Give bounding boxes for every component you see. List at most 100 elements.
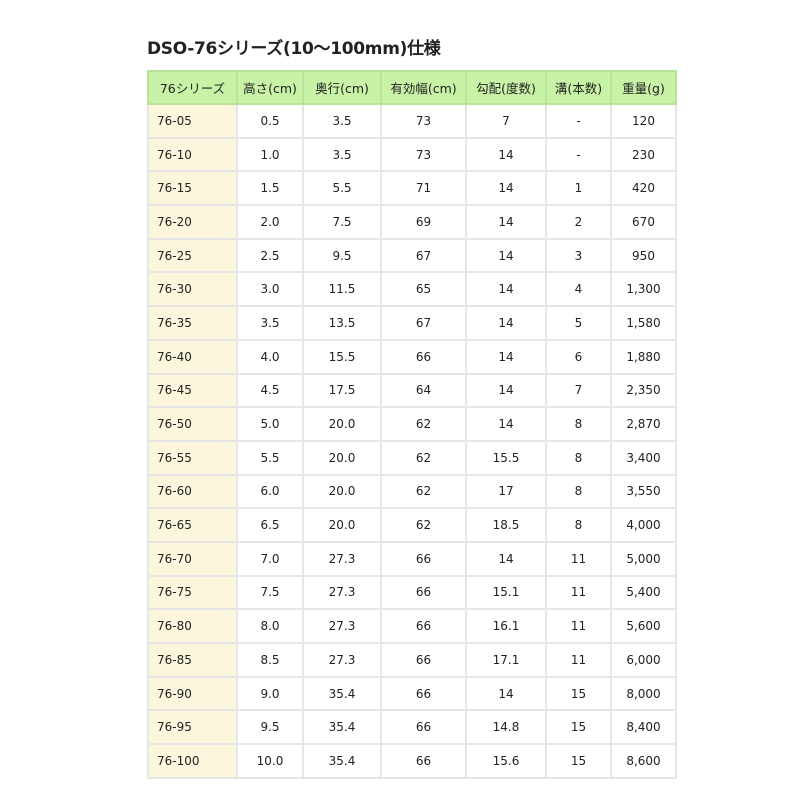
column-header: 重量(g) xyxy=(610,70,677,105)
table-cell: 11 xyxy=(545,574,612,611)
column-header: 奥行(cm) xyxy=(302,70,382,105)
table-cell: 66 xyxy=(380,574,467,611)
column-header: 溝(本数) xyxy=(545,70,612,105)
model-cell: 76-05 xyxy=(147,103,238,139)
table-cell: 1,880 xyxy=(610,338,677,375)
table-cell: 62 xyxy=(380,507,467,543)
table-cell: 1,300 xyxy=(610,271,677,308)
table-cell: 5.5 xyxy=(236,439,304,476)
table-cell: 66 xyxy=(380,540,467,577)
table-cell: 65 xyxy=(380,271,467,308)
table-cell: 120 xyxy=(610,103,677,139)
table-cell: - xyxy=(545,136,612,173)
table-cell: 8,600 xyxy=(610,743,677,779)
table-cell: 3.5 xyxy=(302,136,382,173)
table-cell: 8.0 xyxy=(236,608,304,644)
header-row: 76シリーズ 高さ(cm) 奥行(cm) 有効幅(cm) 勾配(度数) 溝(本数) 重量(g… xyxy=(147,70,677,105)
table-cell: 4.5 xyxy=(236,372,304,409)
table-cell: 14 xyxy=(465,406,547,442)
table-cell: 1.5 xyxy=(236,170,304,207)
model-cell: 76-15 xyxy=(147,170,238,207)
table-row: 76-05 0.5 3.5 73 7-120 xyxy=(147,103,677,139)
table-cell: 17 xyxy=(465,473,547,510)
table-cell: 15.1 xyxy=(465,574,547,611)
table-row: 76-65 6.5 20.0 62 18.5 8 4,000 xyxy=(147,507,677,543)
table-cell: 8.5 xyxy=(236,642,304,678)
table-cell: 16.1 xyxy=(465,608,547,644)
table-cell: 7.5 xyxy=(302,204,382,240)
table-cell: 17.5 xyxy=(302,372,382,409)
table-cell: 35.4 xyxy=(302,709,382,746)
table-row: 76-75 7.5 27.3 66 15.1 11 5,400 xyxy=(147,574,677,611)
table-cell: 5,000 xyxy=(610,540,677,577)
column-header: 76シリーズ xyxy=(147,70,238,105)
table-cell: 3,550 xyxy=(610,473,677,510)
table-row: 76-50 5.0 20.0 62 14 8 2,870 xyxy=(147,406,677,442)
table-cell: 670 xyxy=(610,204,677,240)
table-cell: 7.5 xyxy=(236,574,304,611)
table-cell: 8 xyxy=(545,507,612,543)
table-cell: 2,870 xyxy=(610,406,677,442)
table-cell: 3.0 xyxy=(236,271,304,308)
table-cell: 66 xyxy=(380,675,467,712)
table-cell: 0.5 xyxy=(236,103,304,139)
table-row: 76-25 2.5 9.5 67 14 3 950 xyxy=(147,237,677,274)
model-cell: 76-35 xyxy=(147,305,238,341)
model-cell: 76-95 xyxy=(147,709,238,746)
table-cell: 5.5 xyxy=(302,170,382,207)
table-cell: 66 xyxy=(380,642,467,678)
model-cell: 76-80 xyxy=(147,608,238,644)
table-row: 76-15 1.5 5.5 71 14 1 420 xyxy=(147,170,677,207)
table-cell: 18.5 xyxy=(465,507,547,543)
table-cell: 11 xyxy=(545,540,612,577)
table-cell: 3.5 xyxy=(236,305,304,341)
table-cell: 71 xyxy=(380,170,467,207)
table-cell: 2.5 xyxy=(236,237,304,274)
table-row: 76-30 3.0 11.5 65 14 4 1,300 xyxy=(147,271,677,308)
table-row: 76-95 9.5 35.4 66 14.8 15 8,400 xyxy=(147,709,677,746)
table-cell: 11 xyxy=(545,642,612,678)
table-cell: 14 xyxy=(465,338,547,375)
table-cell: 2,350 xyxy=(610,372,677,409)
table-cell: 420 xyxy=(610,170,677,207)
table-cell: 64 xyxy=(380,372,467,409)
table-cell: 15 xyxy=(545,675,612,712)
table-cell: 66 xyxy=(380,338,467,375)
table-cell: 27.3 xyxy=(302,642,382,678)
table-cell: 4,000 xyxy=(610,507,677,543)
table-cell: 15 xyxy=(545,709,612,746)
model-cell: 76-55 xyxy=(147,439,238,476)
table-cell: 66 xyxy=(380,709,467,746)
table-cell: 14 xyxy=(465,204,547,240)
table-cell: 4 xyxy=(545,271,612,308)
table-row: 76-40 4.0 15.5 66 14 6 1,880 xyxy=(147,338,677,375)
table-cell: 8 xyxy=(545,473,612,510)
table-cell: 7 xyxy=(465,103,547,139)
table-row: 76-10 1.0 3.5 73 14-230 xyxy=(147,136,677,173)
table-cell: 11 xyxy=(545,608,612,644)
table-cell: 2.0 xyxy=(236,204,304,240)
column-header: 有効幅(cm) xyxy=(380,70,467,105)
table-cell: 3 xyxy=(545,237,612,274)
table-cell: 14 xyxy=(465,675,547,712)
model-cell: 76-30 xyxy=(147,271,238,308)
table-cell: 14 xyxy=(465,372,547,409)
page-title: DSO-76シリーズ(10〜100mm)仕様 xyxy=(147,39,441,59)
model-cell: 76-75 xyxy=(147,574,238,611)
table-row: 76-70 7.0 27.3 66 14 11 5,000 xyxy=(147,540,677,577)
table-cell: 13.5 xyxy=(302,305,382,341)
table-cell: 6,000 xyxy=(610,642,677,678)
table-cell: 8,400 xyxy=(610,709,677,746)
model-cell: 76-50 xyxy=(147,406,238,442)
table-row: 76-90 9.0 35.4 66 14 15 8,000 xyxy=(147,675,677,712)
table-cell: 1,580 xyxy=(610,305,677,341)
table-cell: 9.5 xyxy=(236,709,304,746)
table-row: 76-100 10.0 35.4 66 15.6 15 8,600 xyxy=(147,743,677,779)
table-cell: 69 xyxy=(380,204,467,240)
table-cell: 6.5 xyxy=(236,507,304,543)
table-cell: 9.0 xyxy=(236,675,304,712)
table-cell: 20.0 xyxy=(302,507,382,543)
table-cell: 2 xyxy=(545,204,612,240)
table-cell: 7 xyxy=(545,372,612,409)
table-cell: 11.5 xyxy=(302,271,382,308)
